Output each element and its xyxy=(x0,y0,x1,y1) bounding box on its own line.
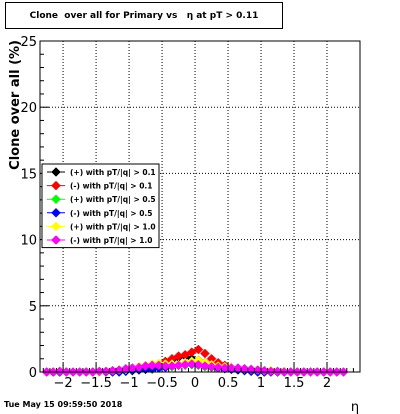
data-point xyxy=(206,361,217,372)
legend-label: (+) with pT/|q| > 0.1 xyxy=(70,168,156,178)
y-tick-label: 10 xyxy=(20,234,37,249)
data-point xyxy=(147,360,158,371)
data-point xyxy=(186,359,197,369)
y-tick-label: 15 xyxy=(20,167,37,182)
data-point xyxy=(239,363,250,374)
legend-marker xyxy=(51,207,61,218)
legend-label: (-) with pT/|q| > 0.1 xyxy=(70,182,152,192)
x-tick-label: −1.5 xyxy=(80,376,112,391)
x-tick-label: 0 xyxy=(191,376,199,391)
y-tick-label: 25 xyxy=(20,35,37,50)
y-axis-label: Clone over all (%) xyxy=(8,40,23,170)
legend-marker xyxy=(51,235,61,245)
x-tick-label: 1.5 xyxy=(284,376,305,391)
x-tick-label: −1 xyxy=(119,376,138,391)
x-tick-label: 1 xyxy=(257,376,265,391)
legend-label: (+) with pT/|q| > 0.5 xyxy=(70,195,156,205)
title-box: Clone over all for Primary vs η at pT > … xyxy=(5,2,283,29)
axis-ticks xyxy=(40,40,354,373)
x-tick-label: −0.5 xyxy=(146,376,178,391)
x-tick-label: −2 xyxy=(54,376,73,391)
data-point xyxy=(233,363,243,373)
y-tick-label: 0 xyxy=(29,366,37,381)
timestamp-footer: Tue May 15 09:59:50 2018 xyxy=(4,400,123,409)
plot-frame xyxy=(39,40,361,373)
x-axis-label: η xyxy=(351,400,359,414)
legend-marker xyxy=(51,221,61,232)
y-tick-label: 5 xyxy=(29,300,37,315)
y-tick-label: 20 xyxy=(20,101,37,116)
legend: (+) with pT/|q| > 0.1 (-) with pT/|q| > 0… xyxy=(41,163,160,249)
data-point xyxy=(193,344,204,355)
legend-marker xyxy=(51,180,61,191)
legend-label: (+) with pT/|q| > 1.0 xyxy=(70,222,156,232)
legend-label: (-) with pT/|q| > 1.0 xyxy=(70,236,152,246)
x-tick-label: 2 xyxy=(323,376,331,391)
legend-marker xyxy=(51,167,61,177)
legend-label: (-) with pT/|q| > 0.5 xyxy=(70,209,152,219)
x-tick-label: 0.5 xyxy=(218,376,239,391)
legend-marker xyxy=(51,194,61,205)
legend-box xyxy=(41,163,160,249)
data-point xyxy=(200,361,210,371)
chart-title: Clone over all for Primary vs η at pT > … xyxy=(29,10,259,21)
